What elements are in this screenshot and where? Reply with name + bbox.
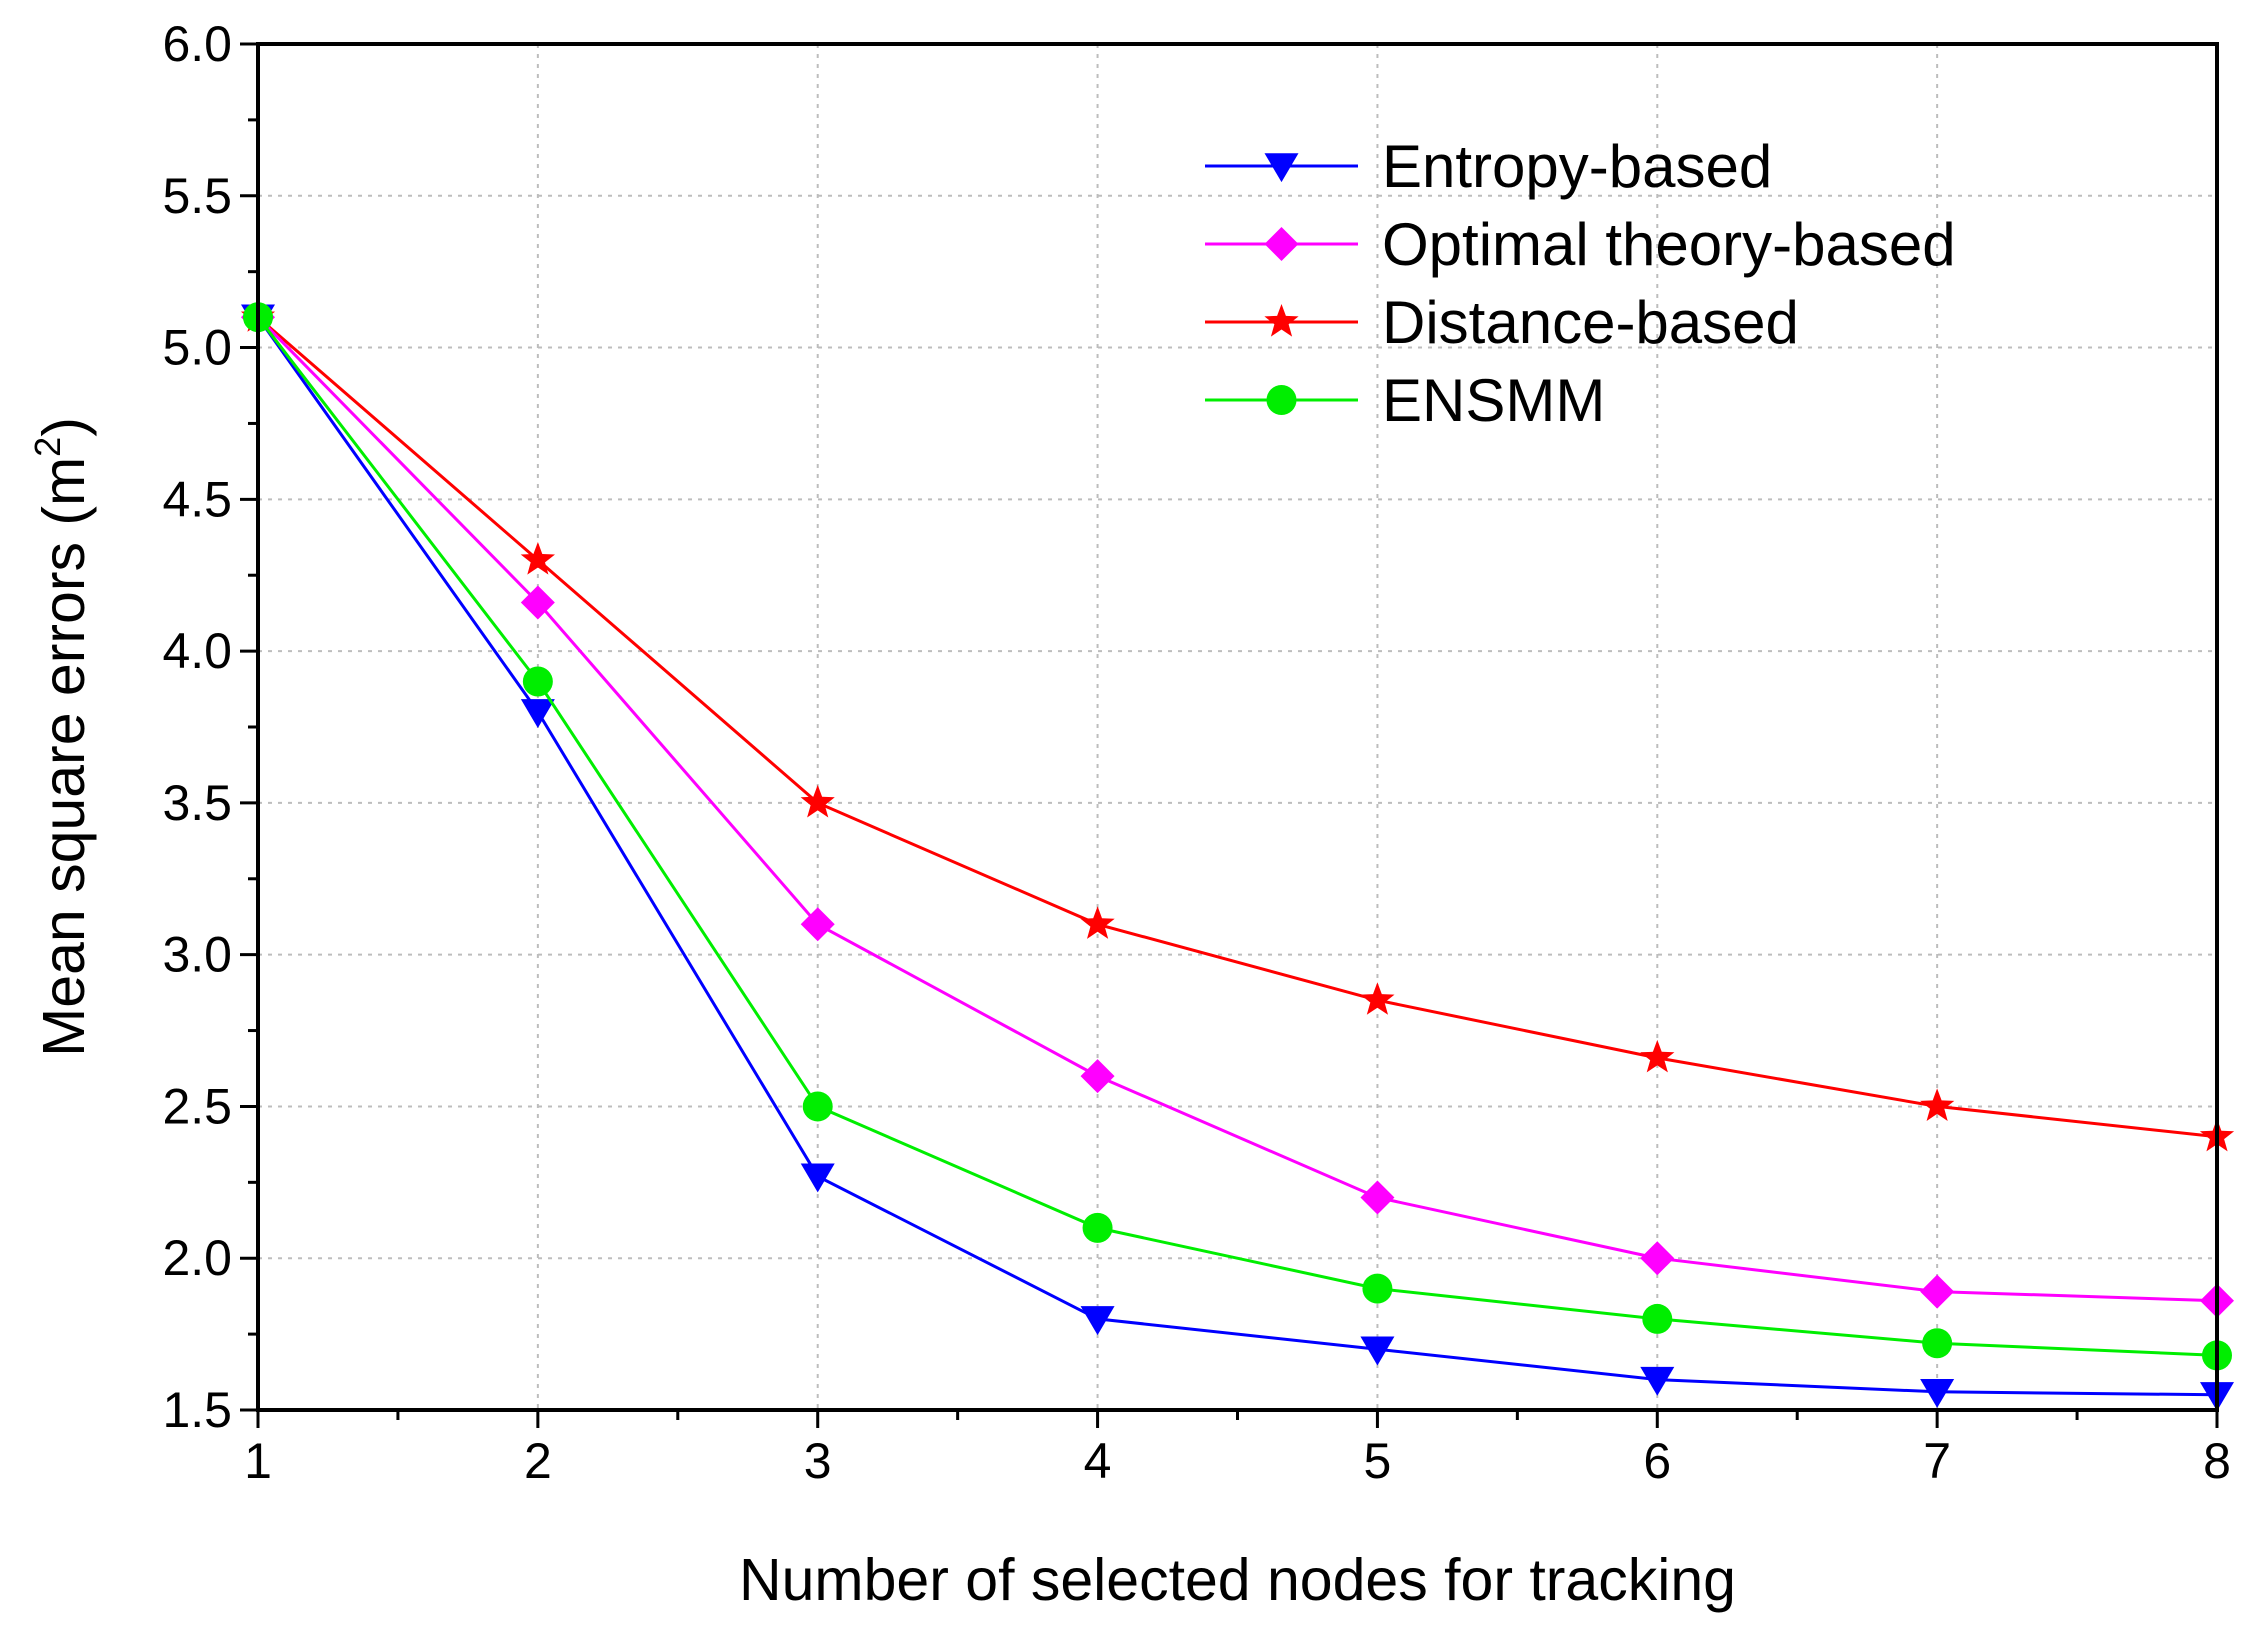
- legend-marker: [1264, 227, 1299, 261]
- series-line: [256, 316, 2218, 1397]
- series-group: [240, 299, 2235, 1411]
- x-tick-label: 8: [2203, 1433, 2231, 1489]
- y-axis-title: Mean square errors (m2): [27, 417, 97, 1057]
- y-tick-label: 4.5: [162, 471, 232, 527]
- data-point-marker: [1920, 1379, 1955, 1408]
- data-point-marker: [800, 784, 835, 818]
- series-line: [256, 316, 2218, 1303]
- x-tick-label: 2: [524, 1433, 552, 1489]
- data-point-marker: [520, 585, 555, 620]
- data-point-marker: [1640, 1241, 1675, 1276]
- legend-marker: [1264, 153, 1299, 183]
- axis-ticks: [240, 42, 2219, 1428]
- series-line: [257, 316, 2218, 1139]
- x-tick-label: 4: [1084, 1433, 1112, 1489]
- data-point-marker: [1080, 1059, 1115, 1094]
- x-tick-label: 1: [244, 1433, 272, 1489]
- y-tick-label: 5.0: [162, 320, 232, 376]
- data-point-marker: [1642, 1303, 1673, 1334]
- y-tick-label: 1.5: [162, 1382, 232, 1438]
- series-optimal-theory-based: [241, 300, 2234, 1318]
- y-tick-label: 2.5: [162, 1078, 232, 1134]
- legend-label: Entropy-based: [1382, 133, 1772, 200]
- x-axis-title: Number of selected nodes for tracking: [739, 1547, 1736, 1613]
- data-point-marker: [1920, 1088, 1955, 1121]
- y-tick-label: 3.0: [162, 927, 232, 983]
- data-point-marker: [1080, 906, 1115, 939]
- y-tick-label: 4.0: [162, 623, 232, 679]
- y-tick-label: 5.5: [162, 168, 232, 224]
- data-point-marker: [1360, 1336, 1395, 1366]
- data-point-marker: [800, 1163, 835, 1193]
- legend-item: ENSMM: [1205, 367, 1605, 434]
- legend-label: Distance-based: [1382, 289, 1799, 356]
- data-point-marker: [1362, 1273, 1393, 1304]
- legend-item: Optimal theory-based: [1205, 211, 1956, 278]
- legend: Entropy-based Optimal theory-based Distanc…: [1205, 133, 1956, 434]
- data-point-marker: [800, 907, 835, 942]
- data-point-marker: [520, 542, 555, 575]
- data-point-marker: [1922, 1328, 1953, 1359]
- series-entropy-based: [241, 304, 2234, 1411]
- y-tick-label: 3.5: [162, 775, 232, 831]
- data-point-marker: [1360, 982, 1395, 1015]
- series-ensmm: [243, 302, 2232, 1371]
- legend-label: Optimal theory-based: [1382, 211, 1956, 278]
- y-tick-label: 6.0: [162, 16, 232, 72]
- y-axis-title-suffix: ): [31, 417, 97, 437]
- x-tick-label: 3: [804, 1433, 832, 1489]
- legend-marker: [1264, 304, 1299, 337]
- x-tick-label: 5: [1364, 1433, 1392, 1489]
- legend-item: Entropy-based: [1205, 133, 1772, 200]
- legend-item: Distance-based: [1205, 289, 1799, 356]
- series-distance-based: [240, 299, 2235, 1152]
- y-axis-title-main: Mean square errors (m: [31, 457, 97, 1057]
- tick-labels: 1 2 3 4 5 6 7 8 1.5 2.0 2.5 3.0 3.5 4.0 4.5 5.0 5.5 6.0: [162, 16, 2230, 1489]
- data-point-marker: [1640, 1366, 1675, 1396]
- data-point-marker: [1080, 1306, 1115, 1336]
- data-point-marker: [1082, 1212, 1113, 1243]
- y-axis-title-superscript: 2: [27, 437, 68, 457]
- data-point-marker: [520, 699, 555, 728]
- data-point-marker: [522, 666, 553, 697]
- x-tick-label: 6: [1643, 1433, 1671, 1489]
- grid-lines: [258, 44, 2217, 1410]
- series-line: [256, 316, 2218, 1357]
- legend-marker: [1266, 385, 1297, 415]
- data-point-marker: [1360, 1180, 1395, 1215]
- data-point-marker: [802, 1091, 833, 1122]
- data-point-marker: [1920, 1274, 1955, 1309]
- y-tick-label: 2.0: [162, 1230, 232, 1286]
- legend-label: ENSMM: [1382, 367, 1605, 434]
- data-point-marker: [1640, 1039, 1675, 1073]
- x-tick-label: 7: [1923, 1433, 1951, 1489]
